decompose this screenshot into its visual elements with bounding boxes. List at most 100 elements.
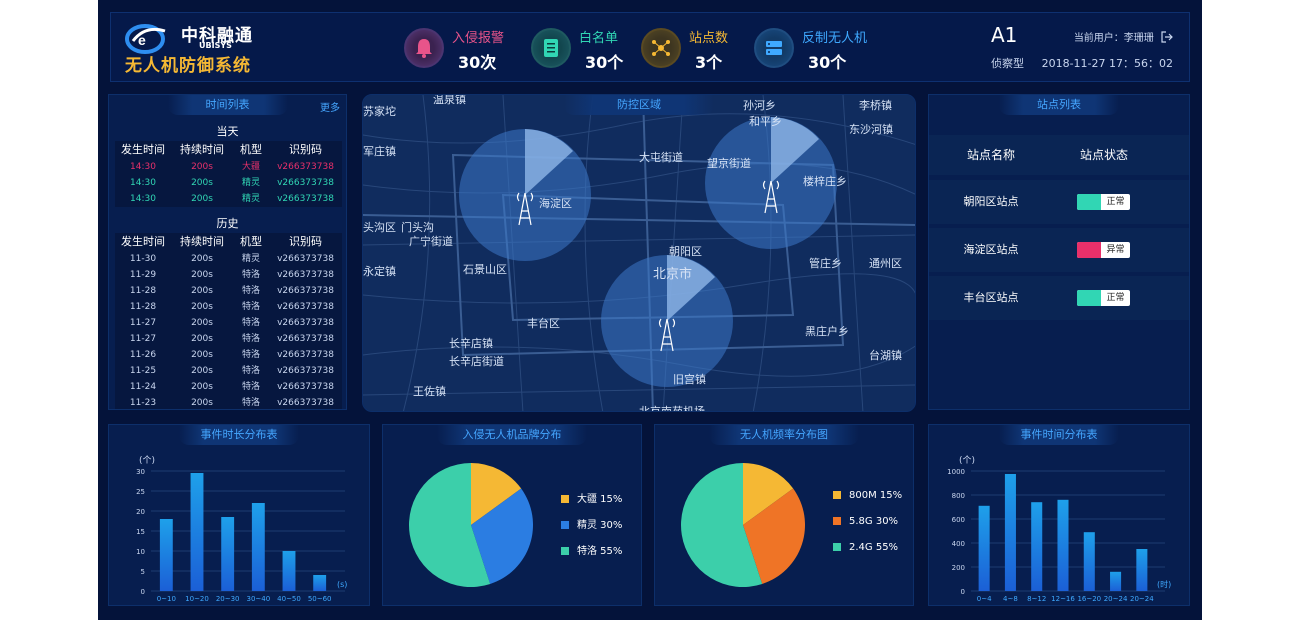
table-row[interactable]: 11-26 200s 特洛 v266373738	[115, 347, 342, 363]
legend-swatch	[561, 521, 569, 529]
bar[interactable]	[251, 503, 265, 591]
table-row[interactable]: 11-25 200s 特洛 v266373738	[115, 363, 342, 379]
y-tick-label: 600	[952, 516, 965, 524]
table-row[interactable]: 11-28 200s 特洛 v266373738	[115, 299, 342, 315]
time-bar-chart: (个) 0 200 400 600 800 1000 0~4 4~8 8~12 12~16 16~20…	[947, 455, 1171, 603]
pie-slice[interactable]	[471, 463, 522, 525]
table-cell: 特洛	[241, 382, 260, 392]
table-row[interactable]: 11-28 200s 特洛 v266373738	[115, 283, 342, 299]
table-cell: 200s	[191, 178, 213, 188]
table-cell: v266373738	[277, 366, 334, 376]
status-swatch	[1077, 242, 1101, 258]
table-cell: 特洛	[241, 350, 260, 360]
y-tick-label: 10	[136, 548, 145, 556]
map-place-label: 管庄乡	[809, 257, 842, 270]
freq-pie-chart	[680, 463, 805, 587]
logout-icon[interactable]	[1161, 31, 1173, 43]
panel-title: 站点列表	[999, 95, 1119, 115]
map-place-label: 丰台区	[527, 317, 560, 330]
pie-slice[interactable]	[743, 488, 805, 584]
pie-slice[interactable]	[408, 463, 491, 587]
pie-slice[interactable]	[471, 488, 533, 584]
table-row[interactable]: 14:30 200s 精灵 v266373738	[115, 191, 342, 207]
bar[interactable]	[1136, 549, 1148, 591]
brand-name: 中科融通	[181, 26, 253, 46]
duration-bar-chart: (个) 0 5 10 15 20 25 30 0~10 10~20 20~30 30~40 40~50 5…	[136, 455, 347, 603]
station-row[interactable]: 朝阳区站点 正常	[929, 180, 1189, 224]
bar[interactable]	[282, 551, 296, 591]
table-row[interactable]: 11-29 200s 特洛 v266373738	[115, 267, 342, 283]
table-row[interactable]: 14:30 200s 大疆 v266373738	[115, 159, 342, 175]
table-cell: 特洛	[241, 318, 260, 328]
tower-icon	[658, 318, 676, 352]
map-place-label: 头沟区	[363, 221, 396, 234]
current-user: 当前用户：李珊珊	[1074, 29, 1173, 44]
legend-swatch	[561, 547, 569, 555]
x-tick-label: 16~20	[1077, 595, 1101, 603]
station-name: 丰台区站点	[963, 291, 1019, 304]
table-cell: 大疆	[241, 162, 260, 172]
history-table: 发生时间 持续时间 机型 识别码 11-30 200s 精灵 v266373738 11-29 2…	[115, 233, 342, 409]
table-row[interactable]: 11-27 200s 特洛 v266373738	[115, 331, 342, 347]
mode-code[interactable]: A1	[991, 23, 1018, 47]
table-row[interactable]: 11-24 200s 特洛 v266373738	[115, 379, 342, 395]
status-text: 正常	[1106, 197, 1125, 207]
stat-label: 入侵报警	[452, 31, 505, 46]
table-cell: 11-24	[129, 382, 157, 392]
map-canvas[interactable]	[363, 95, 916, 412]
table-cell: 200s	[191, 366, 213, 376]
station-table-header: 站点名称 站点状态	[929, 135, 1189, 175]
y-tick-label: 5	[141, 568, 145, 576]
status-swatch	[1077, 194, 1101, 210]
map-place-label: 黑庄户乡	[805, 325, 849, 338]
panel-title: 事件时间分布表	[999, 425, 1119, 445]
server-icon	[754, 28, 794, 68]
map-place-label: 孙河乡	[743, 99, 776, 112]
pie-slice[interactable]	[680, 463, 763, 587]
table-cell: 11-27	[129, 334, 157, 344]
map-panel[interactable]: 防控区域 温泉镇 孙河乡 李桥镇 苏家坨 和平乡 东沙河镇 军庄镇 海淀区 大屯街道 望京街道 楼梓…	[362, 94, 916, 412]
bar[interactable]	[1110, 571, 1122, 591]
history-title: 历史	[216, 217, 239, 230]
table-row[interactable]: 11-27 200s 特洛 v266373738	[115, 315, 342, 331]
bar[interactable]	[313, 575, 327, 591]
system-title: 无人机防御系统	[125, 56, 251, 76]
table-row[interactable]: 11-30 200s 精灵 v266373738	[115, 251, 342, 267]
table-cell: 11-23	[129, 398, 157, 408]
x-tick-label: 40~50	[277, 595, 301, 603]
bar[interactable]	[190, 473, 204, 591]
station-row[interactable]: 丰台区站点 正常	[929, 276, 1189, 320]
table-cell: 200s	[191, 254, 213, 264]
bar[interactable]	[1004, 474, 1016, 591]
y-tick-label: 20	[136, 508, 145, 516]
more-link[interactable]: 更多	[320, 103, 340, 114]
y-tick-label: 0	[961, 588, 965, 596]
map-place-label: 东沙河镇	[849, 123, 893, 136]
table-row[interactable]: 11-23 200s 特洛 v266373738	[115, 395, 342, 409]
y-tick-label: 800	[952, 492, 965, 500]
bar[interactable]	[159, 519, 173, 591]
table-cell: v266373738	[277, 254, 334, 264]
table-row[interactable]: 14:30 200s 精灵 v266373738	[115, 175, 342, 191]
station-row[interactable]: 海淀区站点 异常	[929, 228, 1189, 272]
bar[interactable]	[1057, 499, 1069, 591]
table-cell: 200s	[191, 162, 213, 172]
bar[interactable]	[1031, 502, 1043, 591]
column-header: 识别码	[289, 235, 322, 248]
table-cell: v266373738	[277, 302, 334, 312]
brand-chart-panel: 入侵无人机品牌分布 大疆 15% 精灵 30% 特洛 55%	[382, 424, 642, 606]
y-unit-label: (个)	[139, 455, 155, 466]
datetime: 2018-11-27 17：56：02	[1041, 57, 1173, 70]
tower-icon	[762, 180, 780, 214]
legend-item: 800M 15%	[833, 490, 902, 501]
table-cell: 11-30	[129, 254, 157, 264]
pie-slice[interactable]	[743, 463, 794, 525]
bar[interactable]	[978, 505, 990, 591]
x-tick-label: 12~16	[1051, 595, 1075, 603]
bar[interactable]	[1083, 532, 1095, 591]
bar[interactable]	[221, 517, 235, 591]
map-place-label: 和平乡	[749, 115, 782, 128]
table-cell: 200s	[191, 318, 213, 328]
stat-value: 30次	[458, 53, 497, 72]
table-cell: 特洛	[241, 270, 260, 280]
